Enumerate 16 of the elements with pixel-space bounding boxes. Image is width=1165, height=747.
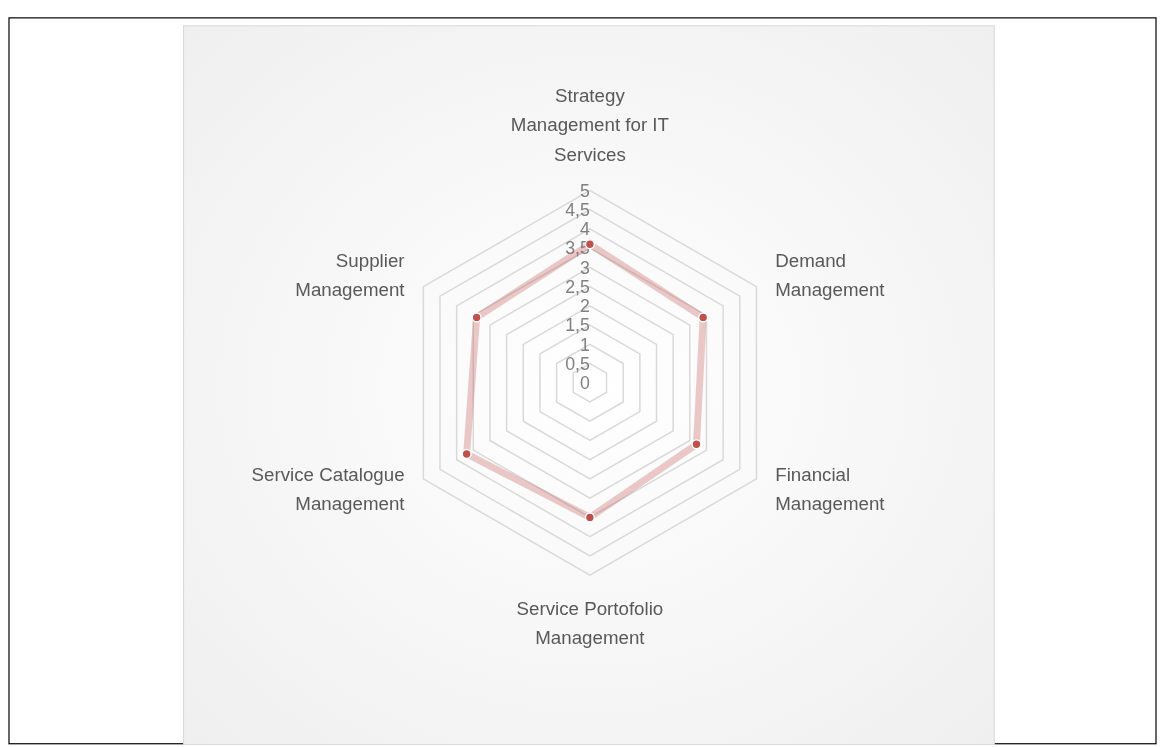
y-tick-label: 4 [580,219,591,240]
spoke-label: Service Catalogue Management [251,463,406,515]
spoke-label: Service Portofolio Management [516,597,664,649]
spoke-label: Demand Management [775,249,886,301]
spoke-label: Strategy Management for IT Services [510,84,669,165]
y-tick-label: 0 [580,372,591,393]
spoke-label: Supplier Management [295,249,406,301]
y-tick-label: 2,5 [565,276,591,297]
y-tick-label: 3 [580,257,591,278]
y-tick-label: 0,5 [565,353,591,374]
y-tick-label: 1,5 [565,315,591,336]
spoke-label: Financial Management [775,463,886,515]
y-tick-label: 4,5 [565,199,591,220]
y-tick-label: 2 [580,296,590,317]
y-tick-label: 1 [580,334,590,355]
y-tick-label: 5 [580,180,591,201]
